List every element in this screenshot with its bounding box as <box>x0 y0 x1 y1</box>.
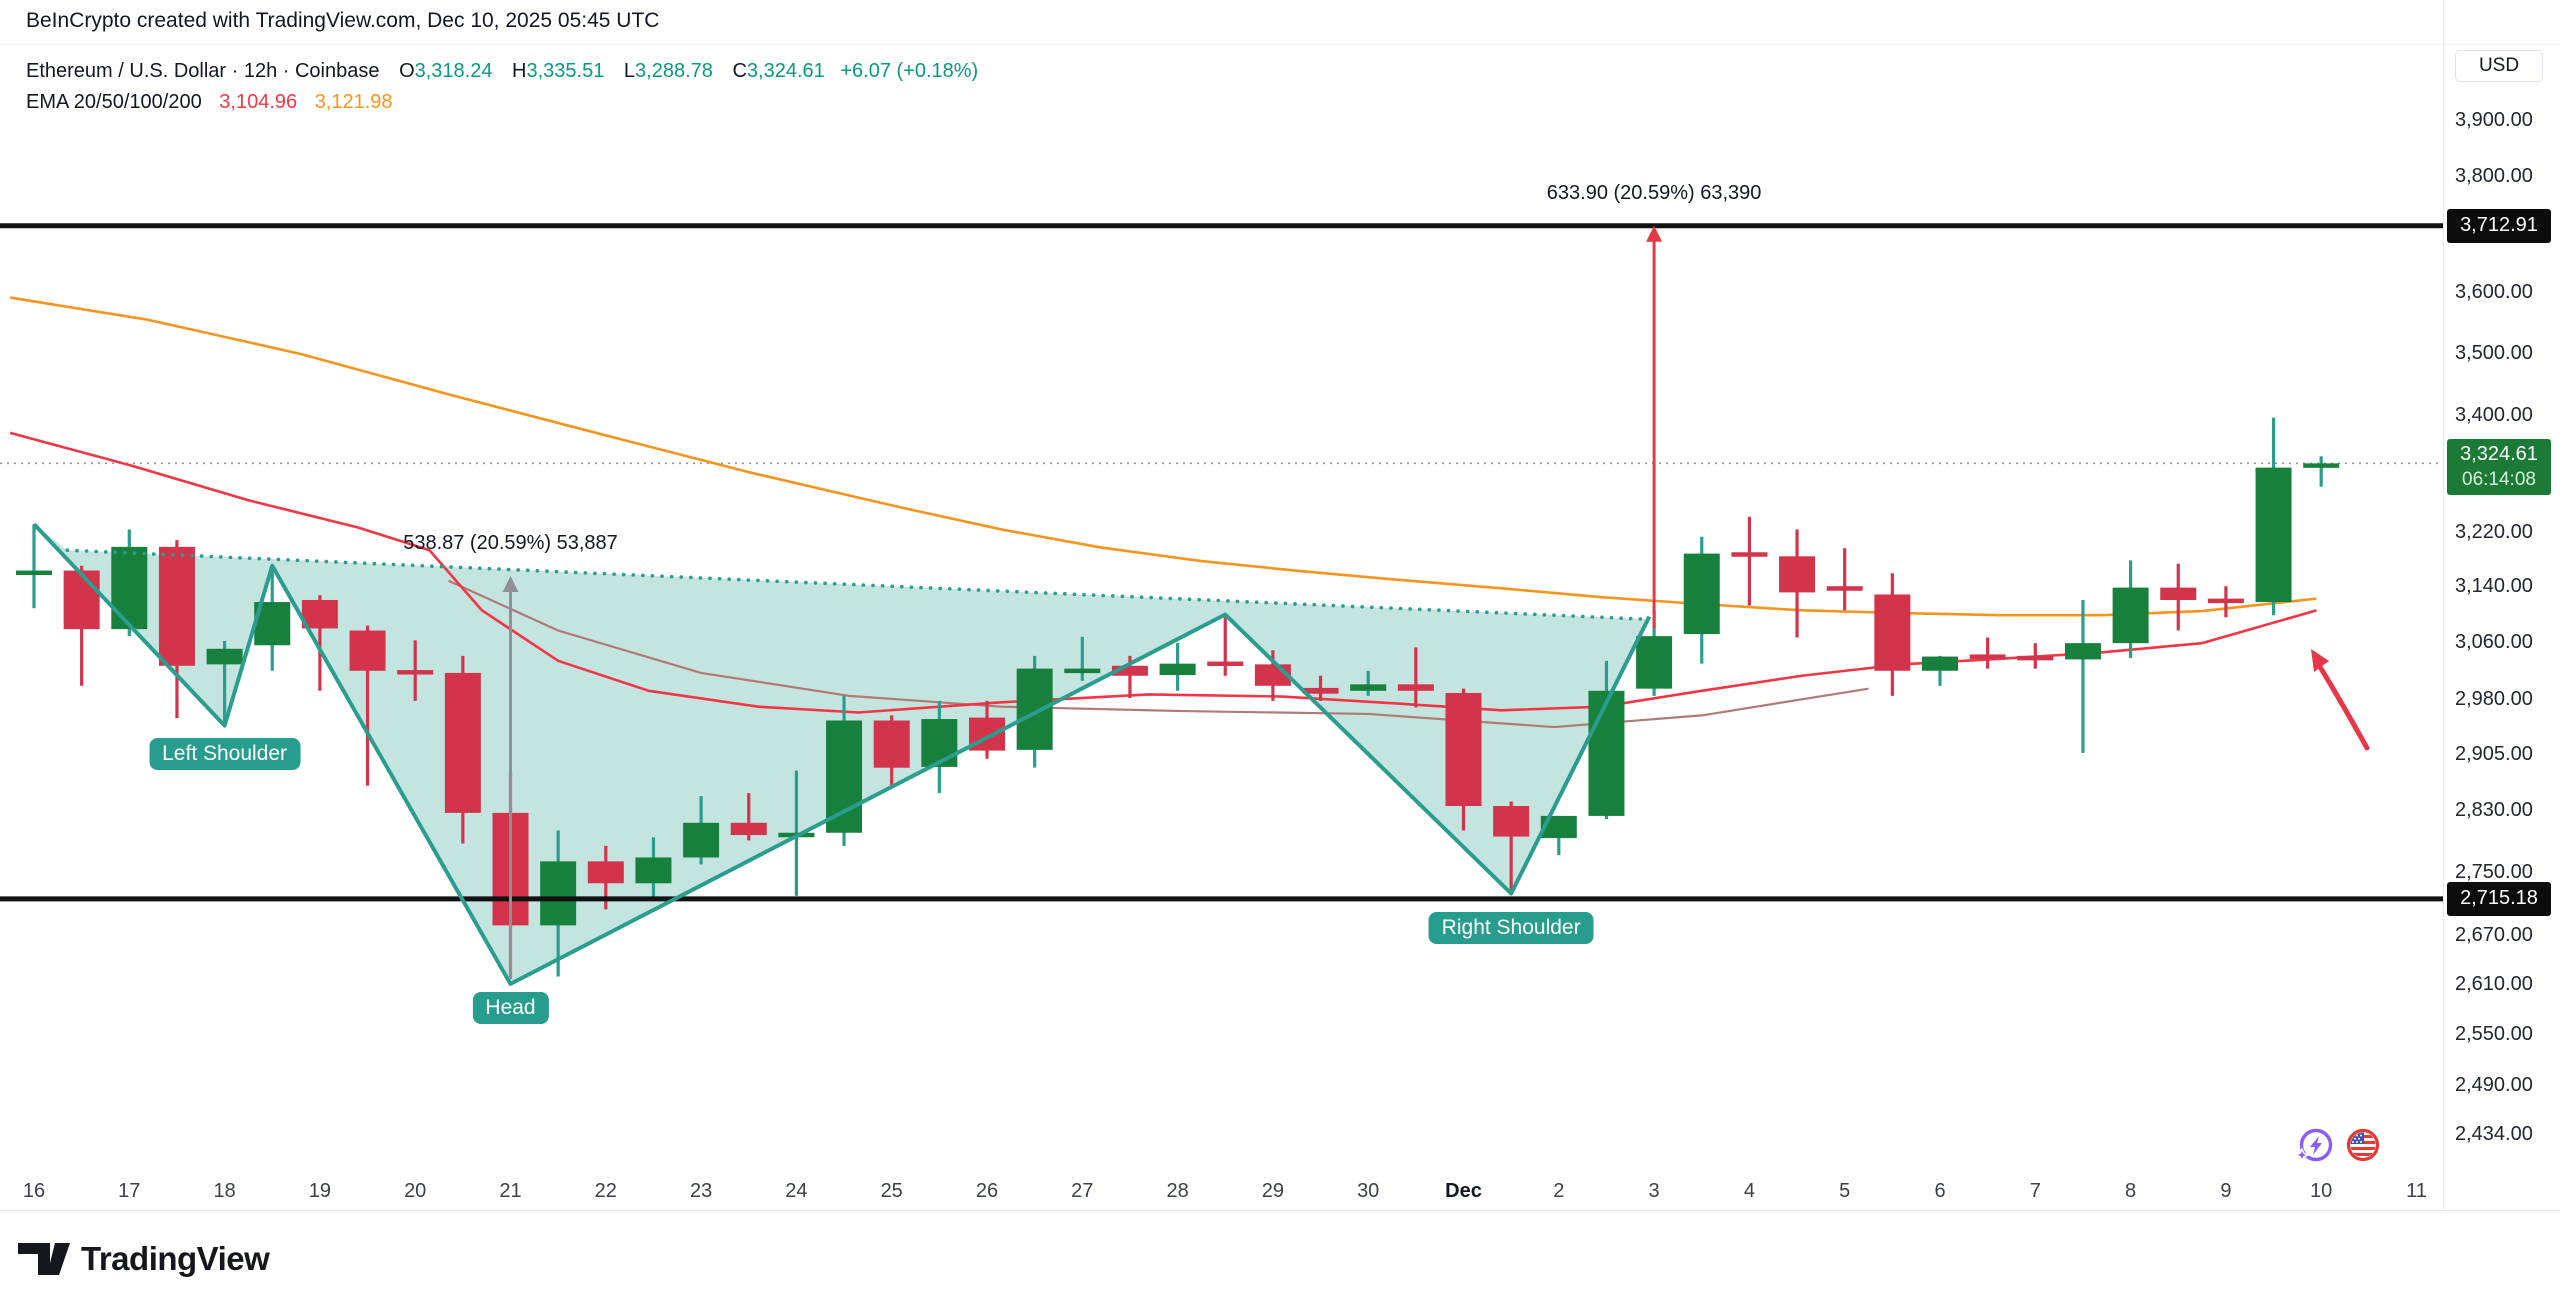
time-tick: 11 <box>2406 1180 2427 1202</box>
spark-lightning-icon[interactable] <box>2294 1128 2333 1163</box>
price-tick: 2,980.00 <box>2455 687 2533 710</box>
change-value: +6.07 (+0.18%) <box>840 60 979 82</box>
time-tick: 8 <box>2125 1180 2137 1202</box>
time-tick: 23 <box>689 1180 713 1202</box>
price-tick: 3,220.00 <box>2455 521 2533 544</box>
price-tick: 2,550.00 <box>2455 1022 2533 1045</box>
time-tick: 3 <box>1648 1180 1660 1202</box>
time-tick: Dec <box>1445 1180 1482 1202</box>
price-tick: 3,060.00 <box>2455 630 2533 653</box>
time-tick: 25 <box>880 1180 903 1202</box>
price-tick: 3,600.00 <box>2455 281 2533 304</box>
ema20-value: 3,104.96 <box>219 91 298 113</box>
time-axis[interactable]: 16 17 18 19 20 21 22 23 24 25 26 27 28 29 30 Dec 2 3 4 5 6 7 8… <box>0 1180 2443 1208</box>
current-price-badge: 3,324.61 06:14:08 <box>2447 439 2551 496</box>
time-tick: 24 <box>785 1180 808 1202</box>
high-label: H <box>512 60 527 82</box>
symbol-title[interactable]: Ethereum / U.S. Dollar · 12h · Coinbase <box>26 60 380 82</box>
measure-label-upper: 633.90 (20.59%) 63,390 <box>1546 181 1762 204</box>
close-value: 3,324.61 <box>746 60 825 82</box>
time-tick: 16 <box>22 1180 46 1202</box>
low-label: L <box>623 60 636 82</box>
price-tick: 2,610.00 <box>2455 972 2533 995</box>
high-value: 3,335.51 <box>526 60 605 82</box>
time-tick: 7 <box>2029 1180 2041 1202</box>
time-tick: 26 <box>975 1180 999 1202</box>
price-axis-divider <box>2443 0 2444 1210</box>
time-tick: 27 <box>1071 1180 1094 1202</box>
symbol-legend-row: Ethereum / U.S. Dollar · 12h · Coinbase … <box>26 56 978 87</box>
bar-countdown: 06:14:08 <box>2462 469 2536 491</box>
resistance-price-badge: 3,712.91 <box>2447 208 2551 243</box>
price-tick: 3,140.00 <box>2455 575 2533 598</box>
chart-legend: Ethereum / U.S. Dollar · 12h · Coinbase … <box>26 56 978 118</box>
price-tick: 3,800.00 <box>2455 164 2533 187</box>
time-tick: 21 <box>499 1180 522 1202</box>
open-value: 3,318.24 <box>414 60 493 82</box>
left-shoulder-badge[interactable]: Left Shoulder <box>149 737 301 770</box>
time-tick: 5 <box>1839 1180 1851 1202</box>
tradingview-logo-icon <box>18 1243 70 1275</box>
current-price-value: 3,324.61 <box>2460 443 2538 466</box>
right-shoulder-badge[interactable]: Right Shoulder <box>1428 911 1594 944</box>
chart-corner-icons <box>2294 1124 2386 1173</box>
tradingview-brand-text: TradingView <box>81 1240 270 1277</box>
price-tick: 2,830.00 <box>2455 798 2533 821</box>
price-tick: 3,500.00 <box>2455 341 2533 364</box>
close-label: C <box>732 60 747 82</box>
low-value: 3,288.78 <box>635 60 713 82</box>
ema-label[interactable]: EMA 20/50/100/200 <box>26 91 202 113</box>
tradingview-logo[interactable]: TradingView <box>18 1240 270 1278</box>
price-tick: 3,400.00 <box>2455 404 2533 427</box>
time-tick: 28 <box>1166 1180 1189 1202</box>
time-tick: 2 <box>1553 1180 1565 1202</box>
time-tick: 22 <box>594 1180 617 1202</box>
ema-legend-row: EMA 20/50/100/200 3,104.96 3,121.98 <box>26 87 978 118</box>
time-tick: 29 <box>1261 1180 1285 1202</box>
time-tick: 17 <box>118 1180 141 1202</box>
watermark-title: BeInCrypto created with TradingView.com,… <box>26 9 660 32</box>
ema100-value: 3,121.98 <box>314 91 393 113</box>
currency-toggle-button[interactable]: USD <box>2455 50 2543 82</box>
open-label: O <box>399 60 415 82</box>
time-tick: 10 <box>2310 1180 2333 1202</box>
us-flag-icon[interactable] <box>2346 1128 2380 1162</box>
time-axis-divider <box>0 1210 2560 1211</box>
price-tick: 3,900.00 <box>2455 109 2533 131</box>
time-tick: 30 <box>1357 1180 1380 1202</box>
price-tick: 2,434.00 <box>2455 1123 2533 1146</box>
header-divider <box>0 44 2560 45</box>
time-tick: 4 <box>1743 1180 1755 1202</box>
price-tick: 2,490.00 <box>2455 1074 2533 1097</box>
support-price-badge: 2,715.18 <box>2447 881 2551 916</box>
price-tick: 2,750.00 <box>2455 860 2533 883</box>
head-badge[interactable]: Head <box>472 991 549 1024</box>
time-tick: 20 <box>404 1180 427 1202</box>
measure-label-lower: 538.87 (20.59%) 53,887 <box>403 531 618 554</box>
price-tick: 2,905.00 <box>2455 742 2533 765</box>
time-tick: 6 <box>1934 1180 1946 1202</box>
price-tick: 2,670.00 <box>2455 924 2533 946</box>
time-tick: 18 <box>213 1180 236 1202</box>
time-tick: 19 <box>308 1180 332 1202</box>
time-tick: 9 <box>2220 1180 2232 1202</box>
